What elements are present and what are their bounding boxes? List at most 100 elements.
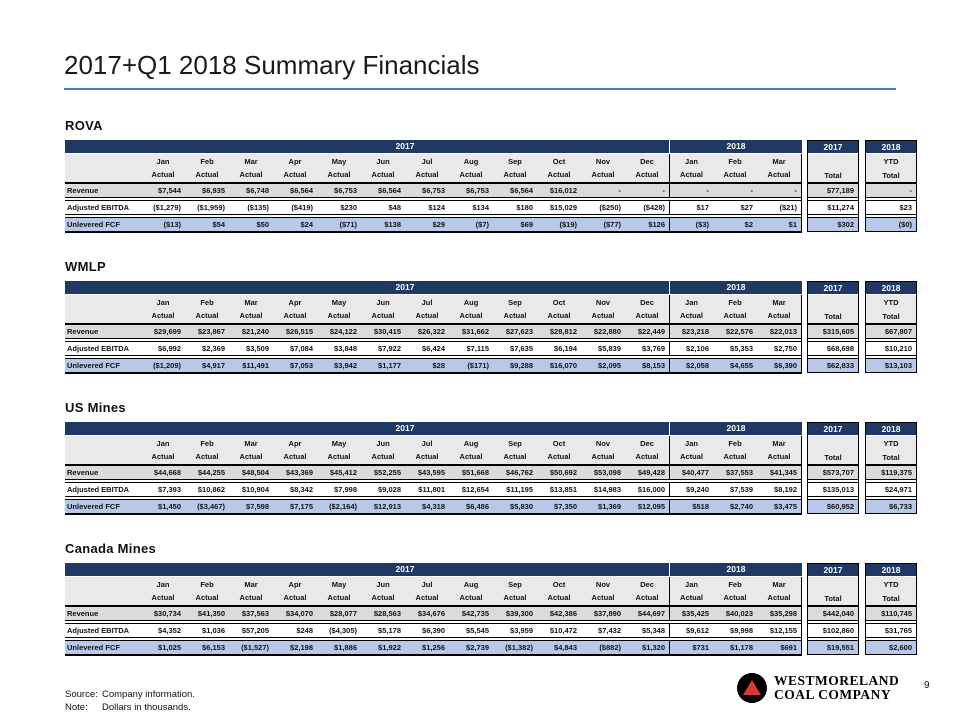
financial-section: ROVA 2017 2018 Jan Feb Mar Apr May Jun Jul Aug Sep O…	[65, 118, 917, 233]
monthly-table: 2017 2018 Jan Feb Mar Apr May Jun Jul Aug Sep Oct No…	[65, 281, 802, 374]
month-header-cell: Nov	[595, 298, 611, 307]
value-cell: $44,697	[637, 609, 665, 618]
year-2017-label: 2017	[395, 564, 415, 574]
value-cell: $7,350	[554, 502, 577, 511]
month-header-cell: Nov	[595, 157, 611, 166]
month-header-cell: Jun	[376, 580, 390, 589]
month-header-row: Jan Feb Mar Apr May Jun Jul Aug Sep Oct Nov Dec Jan F…	[65, 436, 801, 451]
month-header-cell: Apr	[288, 157, 302, 166]
total-value-cell: $135,013	[808, 483, 858, 496]
month-header-cell: Feb	[200, 439, 214, 448]
value-cell: ($4,305)	[329, 626, 357, 635]
month-header-cell: Actual	[547, 170, 571, 179]
total-2017-table: 2017 Total $77,189 $11,274 $302	[807, 140, 859, 232]
table-body: Jan Feb Mar Apr May Jun Jul Aug Sep Oct Nov Dec Jan F…	[65, 436, 802, 515]
month-header-cell: Actual	[283, 170, 307, 179]
value-cell: $3,848	[334, 344, 357, 353]
value-cell: $9,288	[510, 361, 533, 370]
month-header-cell: Actual	[459, 311, 483, 320]
table-body: Jan Feb Mar Apr May Jun Jul Aug Sep Oct Nov Dec Jan F…	[65, 295, 802, 374]
value-cell: $35,298	[769, 609, 797, 618]
month-header-cell: Apr	[288, 439, 302, 448]
banner-2018: 2018	[669, 140, 802, 153]
month-header-cell: Actual	[459, 452, 483, 461]
value-cell: $8,153	[642, 361, 665, 370]
value-cell: $6,753	[466, 186, 489, 195]
month-header-cell: Actual	[371, 311, 395, 320]
value-cell: $1,369	[598, 502, 621, 511]
month-header-cell: May	[331, 580, 347, 589]
month-header-cell: Jun	[376, 298, 390, 307]
value-cell: $30,415	[373, 327, 401, 336]
total-value-cell: $62,833	[808, 359, 858, 372]
value-cell: $26,515	[285, 327, 313, 336]
month-header-cell: Feb	[728, 298, 742, 307]
total-value-cell: $442,040	[808, 607, 858, 620]
data-row: Unlevered FCF ($13) $54 $50 $24 ($71) $138 $29 (…	[65, 218, 801, 231]
triangle-icon	[743, 679, 761, 695]
total-value-cell: $23	[866, 201, 916, 214]
month-header-cell: Aug	[463, 157, 479, 166]
value-cell: $4,843	[554, 643, 577, 652]
value-cell: ($77)	[603, 220, 621, 229]
month-header-cell: Actual	[635, 170, 659, 179]
month-header-cell: Actual	[547, 593, 571, 602]
total-header: Total	[808, 154, 858, 182]
value-cell: $7,539	[730, 485, 753, 494]
month-header-cell: Jan	[669, 436, 713, 451]
value-cell: $4,318	[422, 502, 445, 511]
value-cell: $6,390	[422, 626, 445, 635]
month-header-cell: Actual	[767, 593, 791, 602]
table-banner: 2017 2018	[65, 281, 802, 294]
total-value-cell: $102,860	[808, 624, 858, 637]
month-header-cell: Feb	[200, 157, 214, 166]
total-value-cell: $24,971	[866, 483, 916, 496]
value-cell: -	[662, 186, 666, 195]
value-cell: $52,255	[373, 468, 401, 477]
value-cell: $3,475	[774, 502, 797, 511]
month-header-cell: Actual	[723, 311, 747, 320]
month-header-cell: Actual	[547, 311, 571, 320]
row-label: Revenue	[67, 609, 99, 618]
value-cell: $6,390	[774, 361, 797, 370]
value-cell: $12,654	[461, 485, 489, 494]
month-header-cell: Actual	[459, 593, 483, 602]
total-value-cell: $315,605	[808, 325, 858, 338]
value-cell: -	[669, 184, 713, 197]
value-cell: $31,662	[461, 327, 489, 336]
monthly-table: 2017 2018 Jan Feb Mar Apr May Jun Jul Aug Sep Oct No…	[65, 563, 802, 656]
value-cell: $1,177	[378, 361, 401, 370]
banner-2017: 2017	[65, 563, 669, 576]
total-header: YTD Total	[866, 154, 916, 182]
value-cell: $29	[432, 220, 445, 229]
value-cell: $5,178	[378, 626, 401, 635]
month-header-cell: Actual	[283, 311, 307, 320]
row-label: Adjusted EBITDA	[67, 344, 130, 353]
month-header-cell: Actual	[723, 170, 747, 179]
value-cell: $126	[648, 220, 665, 229]
value-cell: $49,428	[637, 468, 665, 477]
month-header-cell: Jan	[156, 157, 170, 166]
value-cell: $13,851	[549, 485, 577, 494]
month-header-cell: Actual	[503, 452, 527, 461]
value-cell: $518	[669, 500, 713, 513]
month-header-cell: Mar	[772, 298, 786, 307]
value-cell: ($1,382)	[505, 643, 533, 652]
value-cell: $7,393	[158, 485, 181, 494]
value-cell: $3,959	[510, 626, 533, 635]
value-cell: $41,350	[197, 609, 225, 618]
value-cell: $7,115	[466, 344, 489, 353]
value-cell: $45,412	[329, 468, 357, 477]
westmoreland-logo-icon	[737, 673, 767, 703]
year-2017-label: 2017	[395, 423, 415, 433]
month-header-cell: Feb	[728, 439, 742, 448]
row-label: Revenue	[67, 468, 99, 477]
month-header-cell: Actual	[669, 310, 713, 323]
value-cell: -	[750, 186, 754, 195]
value-cell: $1,450	[158, 502, 181, 511]
actual-header-row: Actual Actual Actual Actual Actual Actual Actu…	[65, 592, 801, 605]
note-text: Dollars in thousands.	[102, 701, 191, 713]
total-value-cell: $2,600	[866, 641, 916, 654]
banner-2018: 2018	[669, 563, 802, 576]
data-row: Revenue $30,734 $41,350 $37,563 $34,070 $28,0…	[65, 607, 801, 620]
